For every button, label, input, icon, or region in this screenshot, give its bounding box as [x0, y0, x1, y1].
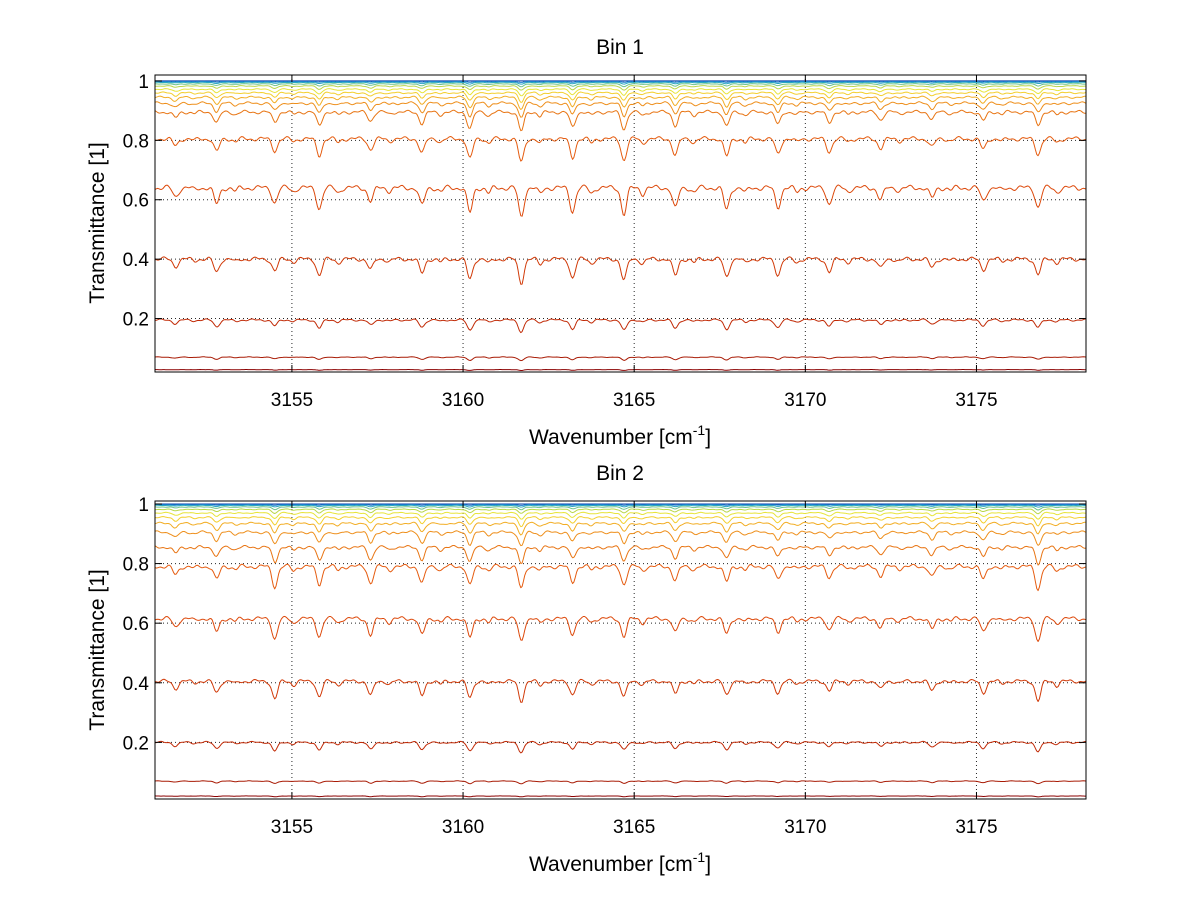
series-line — [154, 563, 1087, 592]
x-axis-label-superscript: -1 — [693, 422, 706, 438]
series-line — [154, 318, 1087, 334]
y-tick-label: 1 — [138, 72, 149, 93]
x-tick-label: 3155 — [271, 390, 313, 411]
grid — [155, 501, 1086, 799]
series-line — [154, 256, 1087, 285]
series-line — [155, 80, 1087, 83]
y-tick-label: 0.2 — [123, 733, 149, 754]
chart-title: Bin 1 — [596, 36, 644, 59]
axes-box — [154, 500, 1087, 800]
series-line — [154, 506, 1086, 511]
axes-frame — [154, 74, 1087, 373]
series-line — [155, 81, 1087, 85]
x-tick-label: 3170 — [784, 817, 826, 838]
series-line — [155, 85, 1086, 91]
x-tick-label: 3170 — [784, 390, 826, 411]
x-axis-label-main: Wavenumber [cm — [529, 853, 693, 876]
series-line — [154, 795, 1086, 798]
series-line — [154, 504, 1086, 506]
series-line — [154, 356, 1087, 362]
y-tick-label: 1 — [138, 495, 149, 516]
series-group — [154, 80, 1087, 371]
x-axis-label: Wavenumber [cm-1] — [529, 849, 711, 876]
series-line — [154, 511, 1087, 520]
series-group — [154, 503, 1087, 798]
series-line — [154, 136, 1087, 162]
series-line — [154, 521, 1086, 536]
x-tick-label: 3160 — [442, 817, 484, 838]
y-axis-label: Transmittance [1] — [86, 569, 109, 730]
series-line — [154, 109, 1087, 132]
y-axis-label: Transmittance [1] — [86, 142, 109, 303]
series-line — [154, 678, 1087, 703]
grid — [155, 75, 1086, 372]
y-tick-label: 0.4 — [123, 674, 150, 695]
ticks: 3155 3160 3165 3170 3175 0.2 0.4 0.6 0.8 1 — [123, 495, 1086, 838]
series-line — [154, 740, 1087, 754]
axes-box — [154, 74, 1087, 373]
series-line — [154, 516, 1087, 528]
y-tick-label: 0.4 — [123, 250, 150, 271]
series-line — [154, 88, 1086, 97]
y-tick-label: 0.8 — [123, 555, 149, 576]
x-tick-label: 3165 — [613, 817, 655, 838]
y-tick-label: 0.2 — [123, 310, 149, 331]
x-axis-label-tail: ] — [705, 853, 711, 876]
x-axis-label-superscript: -1 — [693, 849, 706, 865]
ticks: 3155 3160 3165 3170 3175 0.2 0.4 0.6 0.8 1 — [123, 72, 1086, 411]
series-line — [154, 780, 1087, 785]
series-line — [154, 101, 1087, 118]
series-line — [155, 504, 1086, 508]
y-tick-label: 0.8 — [123, 131, 149, 152]
x-axis-label: Wavenumber [cm-1] — [529, 422, 711, 449]
axes-frame — [154, 500, 1087, 800]
series-line — [154, 95, 1086, 110]
x-axis-label-tail: ] — [705, 426, 711, 449]
series-line — [154, 369, 1086, 371]
x-axis-label-main: Wavenumber [cm — [529, 426, 693, 449]
series-line — [154, 544, 1087, 566]
series-line — [154, 184, 1087, 217]
series-line — [155, 508, 1086, 515]
x-tick-label: 3155 — [271, 817, 313, 838]
y-tick-label: 0.6 — [123, 191, 149, 212]
y-tick-label: 0.6 — [123, 614, 149, 635]
series-line — [154, 91, 1087, 103]
x-tick-label: 3175 — [955, 817, 997, 838]
series-line — [154, 83, 1087, 88]
chart-title: Bin 2 — [596, 462, 644, 485]
series-line — [154, 530, 1087, 547]
x-tick-label: 3165 — [613, 390, 655, 411]
x-tick-label: 3175 — [955, 390, 997, 411]
series-line — [154, 615, 1087, 642]
x-tick-label: 3160 — [442, 390, 484, 411]
